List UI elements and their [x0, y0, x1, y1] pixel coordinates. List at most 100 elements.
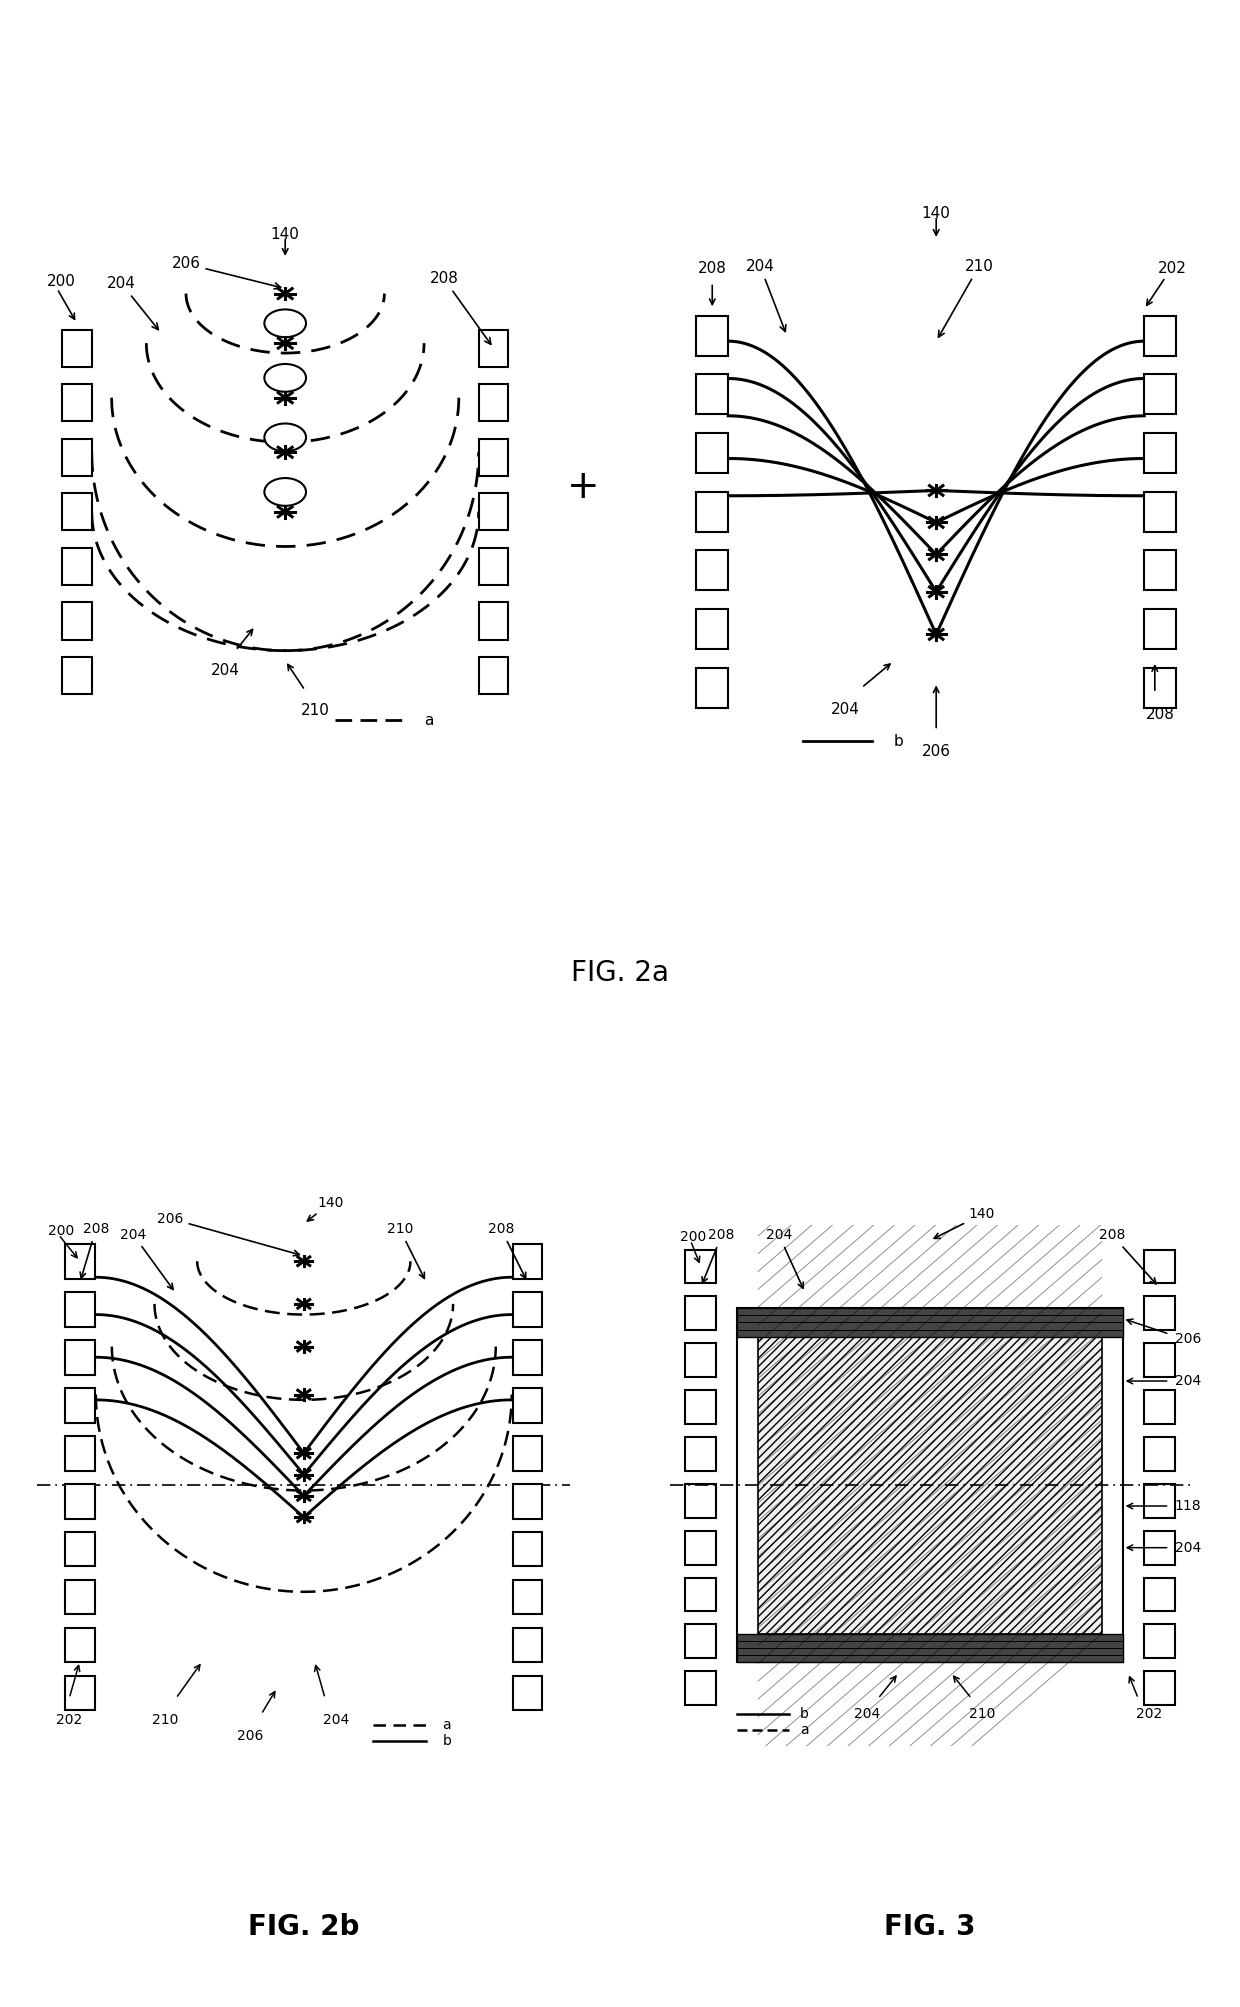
Bar — [697, 375, 728, 415]
Text: a: a — [443, 1718, 451, 1732]
Bar — [62, 440, 92, 476]
Bar — [513, 1389, 542, 1423]
Bar — [479, 548, 508, 584]
Bar — [1143, 1437, 1174, 1471]
Bar — [758, 1337, 1102, 1634]
Text: 208: 208 — [1146, 706, 1174, 723]
Text: 204: 204 — [322, 1712, 348, 1726]
Bar — [686, 1672, 717, 1706]
Text: 204: 204 — [120, 1228, 174, 1288]
Text: 200: 200 — [48, 1224, 74, 1238]
Bar — [66, 1531, 94, 1567]
Text: 206: 206 — [921, 745, 951, 759]
Bar — [1143, 1297, 1174, 1331]
Ellipse shape — [264, 309, 306, 337]
Text: 208: 208 — [1099, 1228, 1156, 1284]
Bar — [1143, 1391, 1174, 1425]
Text: 210: 210 — [153, 1712, 179, 1726]
Text: 208: 208 — [429, 271, 491, 345]
Text: 202: 202 — [1158, 261, 1187, 277]
Text: b: b — [894, 735, 903, 749]
Bar — [1145, 434, 1176, 474]
Text: 210: 210 — [300, 702, 330, 719]
Bar — [66, 1628, 94, 1662]
Bar — [479, 494, 508, 530]
Text: 204: 204 — [831, 702, 861, 716]
Bar — [479, 656, 508, 694]
Bar — [62, 548, 92, 584]
Bar — [1143, 1250, 1174, 1282]
Text: 118: 118 — [1174, 1499, 1202, 1513]
Text: 208: 208 — [81, 1222, 109, 1278]
Bar — [513, 1483, 542, 1519]
Bar — [686, 1624, 717, 1658]
Bar — [66, 1293, 94, 1327]
Text: FIG. 2b: FIG. 2b — [248, 1913, 360, 1941]
Bar — [62, 383, 92, 421]
Bar — [686, 1437, 717, 1471]
Bar — [1145, 315, 1176, 355]
Bar — [513, 1580, 542, 1614]
Text: 204: 204 — [854, 1708, 880, 1722]
Bar — [66, 1435, 94, 1471]
Bar — [62, 494, 92, 530]
Text: 204: 204 — [1174, 1375, 1202, 1389]
Text: 204: 204 — [107, 277, 159, 329]
Bar — [738, 1634, 1122, 1662]
Bar — [1143, 1483, 1174, 1517]
Bar — [1145, 492, 1176, 532]
Bar — [1143, 1531, 1174, 1565]
Text: 200: 200 — [47, 273, 76, 289]
Bar — [686, 1483, 717, 1517]
Bar — [1145, 375, 1176, 415]
Bar — [513, 1293, 542, 1327]
Bar — [697, 434, 728, 474]
Bar — [1143, 1624, 1174, 1658]
Bar — [686, 1343, 717, 1377]
Bar — [66, 1389, 94, 1423]
Bar — [479, 602, 508, 640]
Bar — [513, 1341, 542, 1375]
Bar — [62, 602, 92, 640]
Text: 204: 204 — [766, 1228, 804, 1288]
Text: a: a — [424, 712, 434, 729]
Text: 204: 204 — [211, 662, 241, 678]
Bar — [686, 1578, 717, 1612]
Bar — [513, 1435, 542, 1471]
Text: 202: 202 — [1136, 1708, 1162, 1722]
Bar — [1143, 1343, 1174, 1377]
Text: a: a — [800, 1722, 808, 1736]
Bar — [1145, 550, 1176, 590]
Bar — [66, 1676, 94, 1710]
Bar — [686, 1297, 717, 1331]
Bar — [66, 1341, 94, 1375]
Bar — [697, 492, 728, 532]
Text: b: b — [800, 1708, 808, 1722]
Bar — [513, 1244, 542, 1278]
Text: 210: 210 — [387, 1222, 424, 1278]
Bar — [738, 1309, 1122, 1662]
Bar — [697, 668, 728, 708]
Bar — [697, 608, 728, 648]
Ellipse shape — [264, 478, 306, 506]
Bar — [62, 329, 92, 367]
Bar — [1143, 1672, 1174, 1706]
Ellipse shape — [264, 423, 306, 452]
Bar — [62, 656, 92, 694]
Text: FIG. 3: FIG. 3 — [884, 1913, 976, 1941]
Bar — [686, 1531, 717, 1565]
Text: FIG. 2a: FIG. 2a — [570, 959, 670, 987]
Bar — [697, 550, 728, 590]
Text: 140: 140 — [934, 1208, 996, 1238]
Bar — [66, 1244, 94, 1278]
Text: b: b — [443, 1734, 451, 1748]
Bar — [1145, 668, 1176, 708]
Bar — [686, 1250, 717, 1282]
Text: 210: 210 — [939, 259, 993, 337]
Text: 140: 140 — [308, 1196, 343, 1220]
Text: 140: 140 — [270, 227, 300, 241]
Bar — [513, 1676, 542, 1710]
Bar — [697, 315, 728, 355]
Text: 140: 140 — [921, 205, 951, 221]
Ellipse shape — [264, 363, 306, 391]
